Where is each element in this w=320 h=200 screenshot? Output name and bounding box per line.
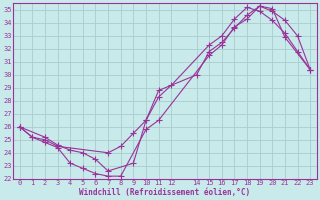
X-axis label: Windchill (Refroidissement éolien,°C): Windchill (Refroidissement éolien,°C) — [79, 188, 251, 197]
